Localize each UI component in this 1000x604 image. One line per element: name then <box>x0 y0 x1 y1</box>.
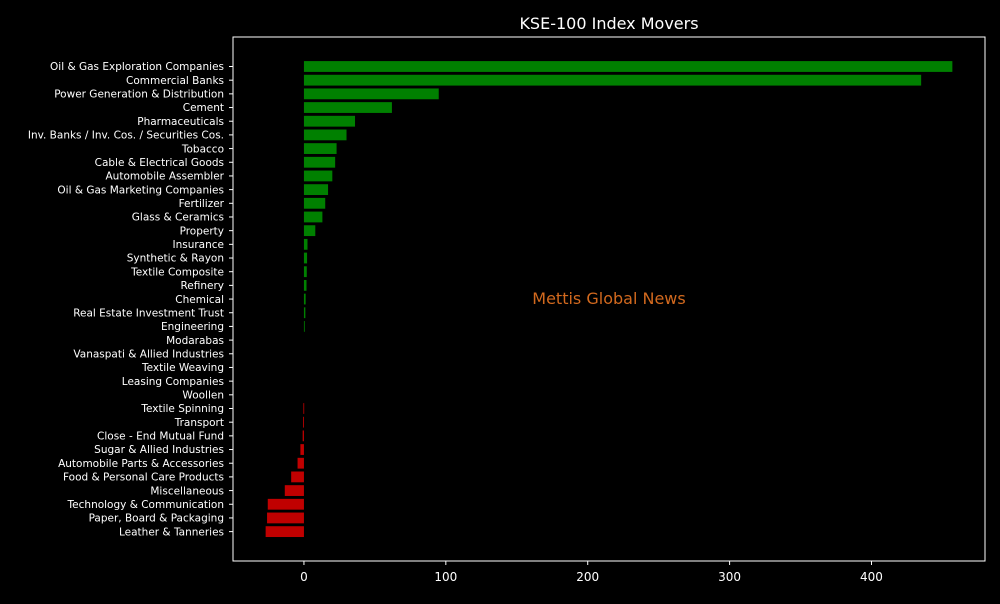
bar <box>297 457 304 469</box>
y-tick-label: Vanaspati & Allied Industries <box>73 348 224 360</box>
bar <box>291 471 304 483</box>
y-tick-label: Inv. Banks / Inv. Cos. / Securities Cos. <box>28 130 224 142</box>
bar <box>300 444 304 455</box>
y-tick-label: Leasing Companies <box>122 376 224 388</box>
bar <box>303 115 356 127</box>
bar <box>303 266 307 278</box>
bar <box>302 430 304 442</box>
y-tick-label: Automobile Assembler <box>106 171 225 183</box>
y-tick-label: Pharmaceuticals <box>137 116 224 128</box>
bar <box>303 184 329 196</box>
y-tick-label: Power Generation & Distribution <box>54 89 224 101</box>
y-tick-label: Food & Personal Care Products <box>63 472 224 484</box>
y-tick-label: Miscellaneous <box>150 485 224 497</box>
y-tick-label: Engineering <box>161 321 224 333</box>
bar <box>303 156 336 168</box>
y-tick-label: Insurance <box>172 239 224 251</box>
bar <box>303 197 326 209</box>
bar <box>284 485 304 496</box>
y-tick-label: Glass & Ceramics <box>132 212 224 224</box>
y-tick-label: Cable & Electrical Goods <box>95 157 224 169</box>
y-tick-label: Woollen <box>182 390 224 402</box>
x-tick-label: 0 <box>300 570 308 584</box>
y-tick-label: Refinery <box>180 280 224 292</box>
y-tick-label: Paper, Board & Packaging <box>89 513 224 525</box>
x-tick-label: 300 <box>718 570 741 584</box>
y-tick-label: Textile Spinning <box>140 403 224 415</box>
y-tick-label: Synthetic & Rayon <box>127 253 224 265</box>
y-tick-label: Property <box>180 225 224 237</box>
y-tick-label: Cement <box>183 102 224 114</box>
bar <box>303 143 337 154</box>
y-tick-label: Automobile Parts & Accessories <box>58 458 224 470</box>
y-tick-label: Technology & Communication <box>67 499 224 511</box>
y-tick-label: Close - End Mutual Fund <box>97 431 224 443</box>
bar <box>303 102 392 113</box>
bar <box>303 225 316 237</box>
y-tick-label: Textile Weaving <box>141 362 224 374</box>
bar <box>265 526 304 538</box>
bar <box>303 129 347 141</box>
bar <box>267 512 304 524</box>
bar <box>303 238 308 250</box>
bar <box>303 211 323 223</box>
y-tick-label: Fertilizer <box>179 198 225 210</box>
bar <box>303 88 439 100</box>
bars-layer <box>265 61 953 538</box>
bar <box>303 170 333 182</box>
y-tick-label: Commercial Banks <box>126 75 224 87</box>
y-tick-label: Leather & Tanneries <box>119 526 224 538</box>
x-tick-label: 100 <box>434 570 457 584</box>
y-tick-label: Sugar & Allied Industries <box>94 444 224 456</box>
y-tick-label: Chemical <box>175 294 224 306</box>
bar <box>303 61 953 72</box>
bar <box>303 307 306 319</box>
bar <box>303 279 307 291</box>
y-tick-label: Oil & Gas Exploration Companies <box>50 61 224 73</box>
x-tick-label: 200 <box>576 570 599 584</box>
bar <box>303 74 922 86</box>
bar <box>303 416 304 428</box>
y-tick-label: Textile Composite <box>130 266 224 278</box>
bar <box>303 293 306 305</box>
y-tick-label: Modarabas <box>166 335 224 347</box>
chart-title: KSE-100 Index Movers <box>519 14 698 33</box>
x-axis: 0 100 200 300 400 <box>300 561 883 584</box>
bar <box>303 321 305 332</box>
x-tick-label: 400 <box>860 570 883 584</box>
y-tick-label: Transport <box>174 417 224 429</box>
bar <box>303 403 305 414</box>
watermark-text: Mettis Global News <box>532 289 685 308</box>
y-tick-label: Oil & Gas Marketing Companies <box>57 184 224 196</box>
y-tick-label: Tobacco <box>181 143 224 155</box>
y-tick-label: Real Estate Investment Trust <box>73 307 224 319</box>
y-axis-labels: Oil & Gas Exploration Companies Commercia… <box>28 61 233 538</box>
bar <box>303 252 308 264</box>
bar <box>267 498 304 510</box>
